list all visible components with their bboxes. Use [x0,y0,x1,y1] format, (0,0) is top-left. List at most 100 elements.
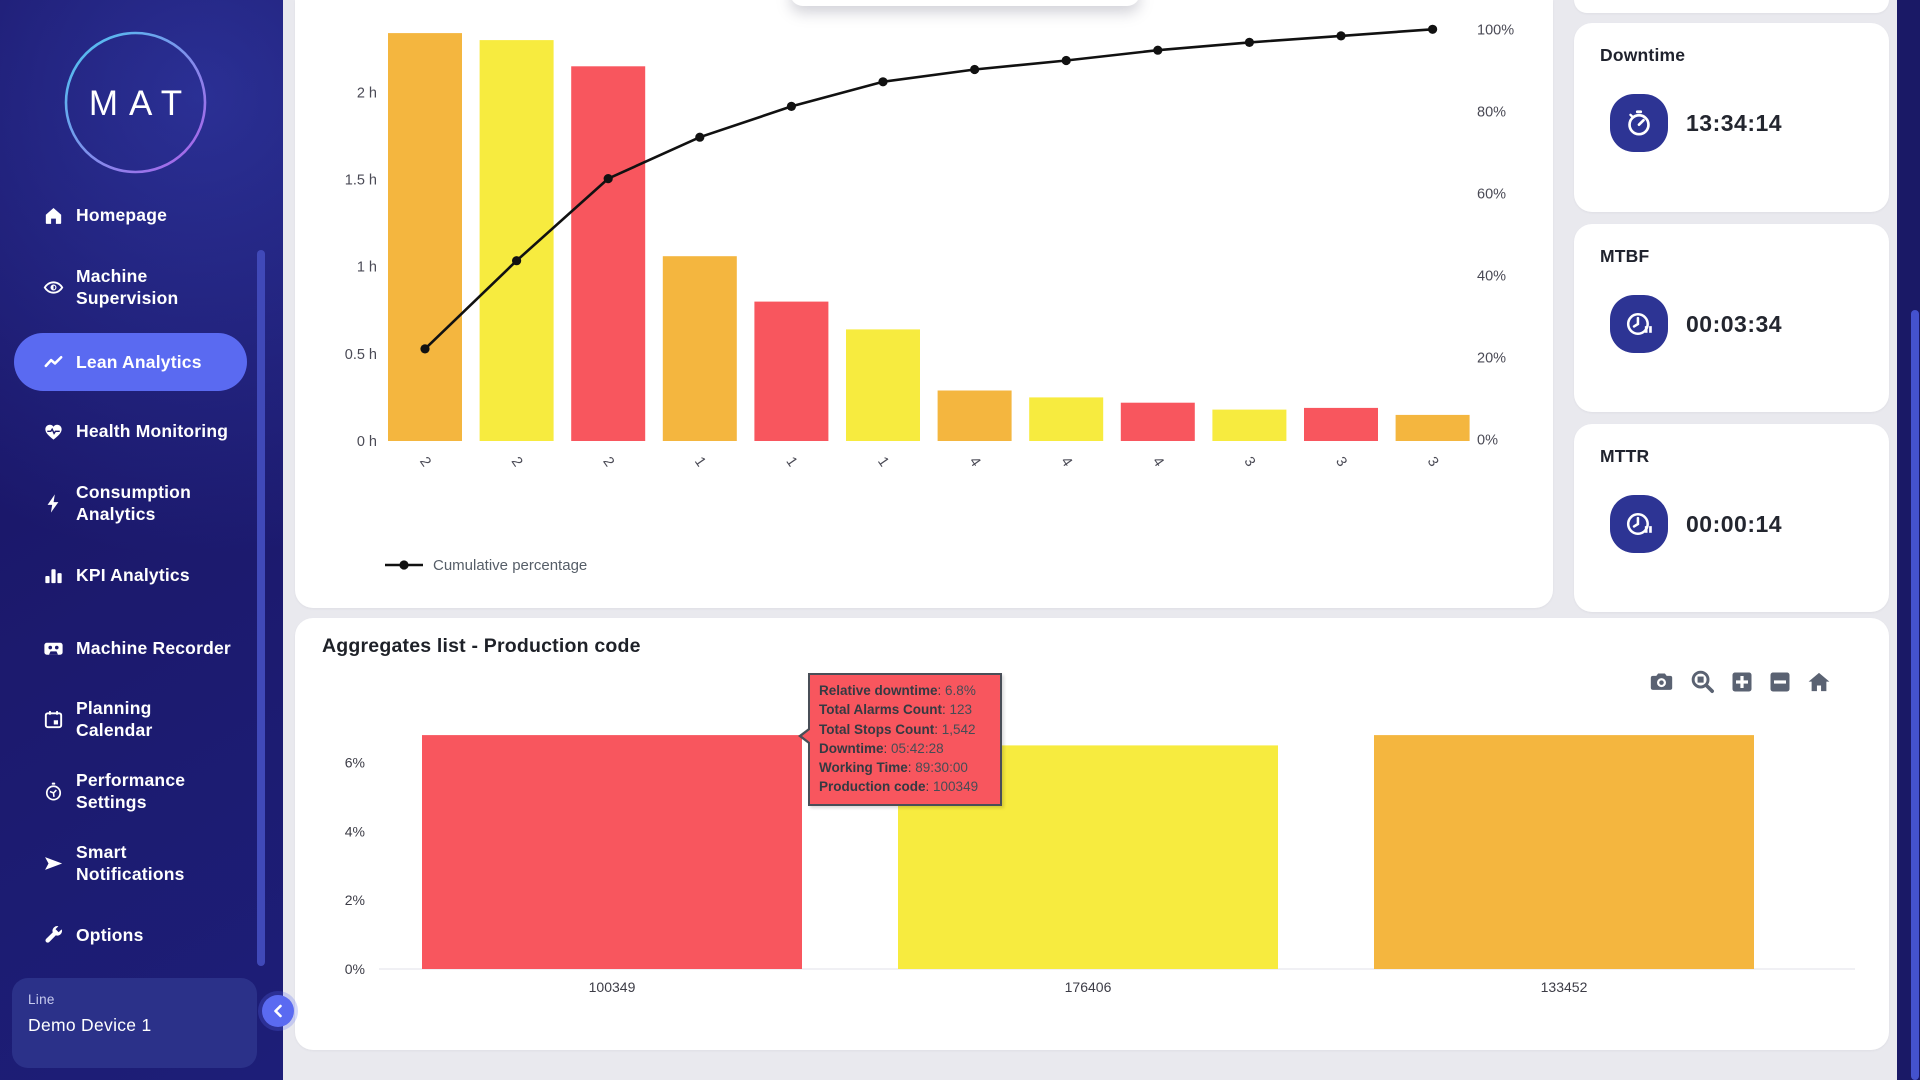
sidebar-item-smart-notifications[interactable]: Smart Notifications [14,839,247,887]
tooltip-label: Total Alarms Count [819,702,950,717]
cumulative-point[interactable] [1336,31,1346,41]
svg-text:4: 4 [1149,454,1167,470]
camera-icon[interactable] [1648,668,1675,695]
page-scrollbar[interactable] [1911,310,1919,1080]
sidebar-collapse-button[interactable] [262,995,294,1027]
tooltip-value: 123 [949,702,973,718]
bar-chart-icon [45,568,62,583]
chart-toolbar [1648,668,1832,695]
pareto-bar[interactable] [1029,397,1104,441]
sidebar-item-machine-recorder[interactable]: Machine Recorder [14,633,247,663]
kpi-value: 13:34:14 [1686,109,1783,136]
cumulative-point[interactable] [1153,45,1163,55]
cumulative-point[interactable] [1428,24,1438,34]
pareto-bar[interactable] [388,33,462,441]
sidebar-item-health-monitoring[interactable]: Health Monitoring [14,416,247,446]
zoom-in-icon[interactable] [1730,670,1754,694]
sidebar: MAT Homepage Machine Supervision Lean An… [0,0,283,1080]
pareto-bar[interactable] [662,256,737,441]
cumulative-point[interactable] [786,101,796,111]
app-logo: MAT [63,30,208,175]
svg-text:0 h: 0 h [357,434,377,450]
pareto-bar[interactable] [937,390,1012,442]
sidebar-item-kpi-analytics[interactable]: KPI Analytics [14,560,247,590]
pareto-bar[interactable] [1395,414,1470,441]
legend-label: Cumulative percentage [433,557,587,574]
svg-text:100349: 100349 [589,979,636,995]
zoom-out-icon[interactable] [1768,670,1792,694]
sidebar-item-label: Options [76,924,144,945]
trend-icon [44,355,63,367]
tooltip-value: 1,542 [941,721,976,737]
cumulative-point[interactable] [878,77,888,87]
sidebar-scrollbar[interactable] [257,250,265,966]
sidebar-item-planning-calendar[interactable]: Planning Calendar [14,695,247,743]
tooltip-label: Total Stops Count [819,722,942,737]
sidebar-item-lean-analytics[interactable]: Lean Analytics [14,333,247,391]
cumulative-point[interactable] [512,256,522,266]
sidebar-item-label: Smart Notifications [76,841,185,884]
sidebar-item-options[interactable]: Options [14,920,247,950]
cumulative-point[interactable] [1061,55,1071,66]
tooltip-label: Working Time [819,760,915,775]
pareto-bar[interactable] [1304,407,1378,441]
svg-text:2: 2 [599,454,617,470]
sidebar-item-homepage[interactable]: Homepage [14,200,247,230]
eye-icon [43,280,64,294]
home-icon [45,207,62,224]
kpi-title: Downtime [1600,45,1686,65]
pareto-bar[interactable] [754,301,829,441]
cumulative-point[interactable] [603,174,613,184]
paper-plane-icon [45,856,63,870]
sidebar-item-machine-supervision[interactable]: Machine Supervision [14,263,247,311]
pareto-bar[interactable] [571,66,646,442]
tooltip-label: Relative downtime [819,683,945,698]
aggregate-bar[interactable] [1374,735,1754,969]
aggregate-bar[interactable] [422,735,802,969]
cumulative-line[interactable] [424,28,1433,350]
bolt-icon [47,493,59,513]
svg-text:4%: 4% [345,823,365,839]
svg-text:176406: 176406 [1065,979,1112,995]
pareto-bar[interactable] [1212,409,1287,441]
aggregates-chart[interactable]: 100349 176406 133452 0% 2% 4% 6% [295,618,1889,1050]
kpi-card-downtime: Downtime 13:34:14 [1574,23,1889,212]
kpi-card-mtbf: MTBF 00:03:34 [1574,224,1889,412]
svg-text:20%: 20% [1477,351,1506,367]
pareto-bar[interactable] [846,329,920,441]
home-icon[interactable] [1806,669,1832,695]
svg-text:0%: 0% [1477,433,1498,449]
sidebar-item-label: Machine Supervision [76,265,179,308]
cutoff-tooltip-shadow [790,0,1140,6]
tooltip-value: 89:30:00 [915,760,968,776]
line-device-selector[interactable]: Line Demo Device 1 [12,978,257,1068]
line-selector-value: Demo Device 1 [28,1015,152,1035]
sidebar-item-label: Health Monitoring [76,420,229,441]
pareto-chart-card: 0 h 0.5 h 1 h 1.5 h 2 h 0% 20% 40% 60% 80% 100% 2 2 2… [295,0,1553,608]
zoom-icon[interactable] [1689,668,1716,695]
pareto-chart[interactable]: 0 h 0.5 h 1 h 1.5 h 2 h 0% 20% 40% 60% 80% 100% 2 2 2… [295,0,1553,608]
svg-text:60%: 60% [1477,186,1506,202]
sidebar-item-label: Planning Calendar [76,697,153,740]
cumulative-point[interactable] [695,132,705,142]
chevron-left-icon [274,1004,282,1018]
kpi-badge [1610,94,1668,152]
stopwatch-icon [45,782,62,801]
logo-text: MAT [89,84,193,123]
sidebar-item-label: Homepage [76,204,168,225]
svg-text:6%: 6% [345,755,365,771]
cumulative-point[interactable] [1244,37,1254,48]
cumulative-point[interactable] [970,64,980,75]
sidebar-item-performance-settings[interactable]: Performance Settings [14,767,247,815]
cumulative-point[interactable] [420,344,430,354]
svg-text:2: 2 [508,454,526,470]
pareto-bar[interactable] [479,40,554,441]
tooltip-value: 100349 [933,779,979,795]
chart-tooltip: Relative downtime6.8% Total Alarms Count… [798,673,1002,806]
kpi-badge [1610,495,1668,553]
svg-text:40%: 40% [1477,269,1506,285]
pareto-bar[interactable] [1120,402,1195,441]
tooltip-label: Downtime [819,741,891,756]
svg-text:133452: 133452 [1541,979,1588,995]
sidebar-item-consumption-analytics[interactable]: Consumption Analytics [14,479,247,527]
